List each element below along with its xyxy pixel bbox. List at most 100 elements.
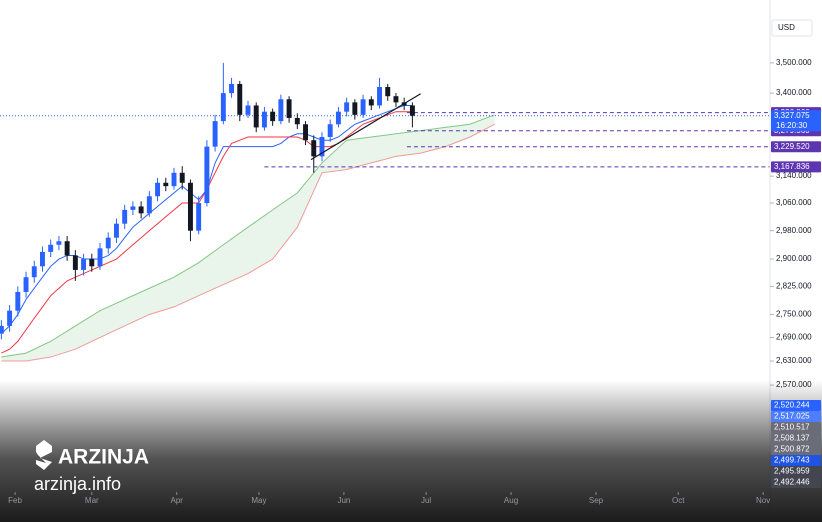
candle-body <box>7 310 13 326</box>
level-label: 3,229.520 <box>774 142 810 151</box>
candle-body <box>40 251 45 267</box>
candle-body <box>89 259 95 267</box>
side-label-box <box>771 399 821 411</box>
candle-body <box>163 182 169 187</box>
level-box <box>771 161 821 173</box>
cloud-upper <box>1 114 495 358</box>
candle-body <box>377 87 382 106</box>
candle-body <box>146 196 152 214</box>
candle-body <box>64 241 70 256</box>
y-tick-label: 3,140.000 <box>776 171 812 180</box>
candle-body <box>113 223 119 238</box>
level-label: 3,167.836 <box>774 162 810 171</box>
side-label-box <box>771 465 821 477</box>
time-axis: Feb Mar Apr May Jun Jul Aug Sep Oct Nov <box>8 492 770 505</box>
candle-body <box>393 96 399 103</box>
trendline <box>310 93 421 161</box>
candle-body <box>130 206 136 210</box>
side-label-box <box>771 454 821 466</box>
candle-body <box>261 111 267 128</box>
side-label: 2,520.244 <box>774 401 810 410</box>
x-tick-label: Apr <box>171 496 184 505</box>
side-label: 2,492.446 <box>774 478 810 487</box>
candle-body <box>368 99 374 106</box>
candle-body <box>56 241 62 245</box>
side-label-box <box>771 421 821 433</box>
candle-body <box>253 105 259 128</box>
candle-body <box>179 172 185 183</box>
side-label: 2,500.872 <box>774 445 810 454</box>
side-label: 2,510.517 <box>774 423 810 432</box>
side-label: 2,517.025 <box>774 412 810 421</box>
y-tick-label: 2,690.000 <box>776 333 812 342</box>
currency: USD <box>778 23 795 32</box>
candle-body <box>319 136 325 157</box>
candle-body <box>237 83 243 115</box>
candle-body <box>385 87 391 97</box>
last-price-label: 3,327.075 <box>774 111 810 120</box>
brand-site: arzinja.info <box>34 474 121 494</box>
candle-body <box>344 102 350 112</box>
candle-body <box>327 124 333 137</box>
plot-area <box>0 62 770 362</box>
footer-shade <box>0 380 822 522</box>
y-tick-label: 3,400.000 <box>776 88 812 97</box>
side-label-box <box>771 410 821 422</box>
candle-body <box>171 172 177 187</box>
candle-body <box>196 203 202 231</box>
x-tick-label: Jun <box>337 496 350 505</box>
y-tick-label: 3,060.000 <box>776 198 812 207</box>
side-label-box <box>771 432 821 444</box>
currency-box <box>771 19 813 37</box>
candle-body <box>229 83 235 94</box>
candle-body <box>335 111 341 125</box>
candle-body <box>81 259 87 270</box>
side-label: 2,499.743 <box>774 456 810 465</box>
x-tick-label: Jul <box>421 496 431 505</box>
candle-body <box>204 146 210 204</box>
side-label: 2,495.959 <box>774 467 810 476</box>
candle-body <box>122 209 128 224</box>
last-price-box <box>771 110 821 132</box>
level-box <box>771 141 821 153</box>
candle-body <box>23 277 29 292</box>
brand-name: ARZINJA <box>58 446 149 469</box>
candle-body <box>72 255 78 270</box>
y-tick-label: 3,500.000 <box>776 58 812 67</box>
candle-body <box>409 105 415 116</box>
side-labels: 2,520.244 2,517.025 2,510.517 2,508.137 2,50… <box>771 399 821 488</box>
candle-body <box>155 182 161 197</box>
candle-body <box>212 121 218 147</box>
side-label-box <box>771 443 821 455</box>
x-tick-label: Nov <box>756 496 770 505</box>
brand-logo <box>36 440 52 470</box>
candle-body <box>286 99 292 118</box>
candle-body <box>105 237 111 249</box>
cloud-lower <box>1 123 495 362</box>
candle-body <box>31 266 37 278</box>
x-tick-label: Sep <box>589 496 604 505</box>
candle-body <box>311 140 317 157</box>
y-tick-label: 2,630.000 <box>776 356 812 365</box>
candle-body <box>220 93 226 122</box>
candle-body <box>0 325 4 334</box>
candle-body <box>48 244 54 252</box>
candle-body <box>187 182 193 231</box>
side-label: 2,508.137 <box>774 434 810 443</box>
x-tick-label: May <box>251 496 266 505</box>
y-tick-label: 2,900.000 <box>776 254 812 263</box>
y-tick-label: 2,980.000 <box>776 226 812 235</box>
candle-body <box>278 99 284 122</box>
candle-body <box>97 248 103 267</box>
candle-body <box>303 124 308 141</box>
candle-body <box>138 206 144 214</box>
countdown: 16:20:30 <box>776 121 808 130</box>
candle-body <box>360 99 366 115</box>
y-tick-label: 2,750.000 <box>776 310 812 319</box>
candle-body <box>270 111 276 122</box>
x-tick-label: Oct <box>672 496 685 505</box>
y-tick-label: 2,825.000 <box>776 282 812 291</box>
candle-body <box>15 291 21 311</box>
x-tick-label: Aug <box>504 496 518 505</box>
